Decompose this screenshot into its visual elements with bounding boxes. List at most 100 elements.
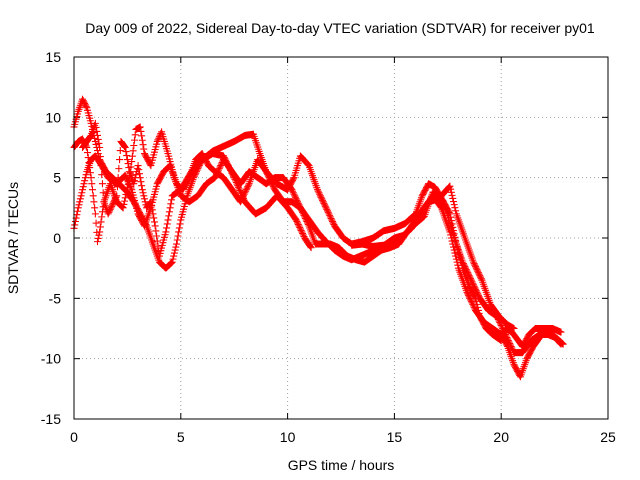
data-point bbox=[295, 222, 303, 230]
data-point bbox=[476, 272, 484, 280]
data-point bbox=[140, 195, 148, 203]
data-point bbox=[467, 275, 475, 283]
data-point bbox=[239, 195, 247, 203]
data-point bbox=[176, 220, 184, 228]
data-point bbox=[559, 340, 567, 348]
data-point bbox=[462, 264, 470, 272]
data-point bbox=[110, 198, 118, 206]
data-point bbox=[91, 210, 99, 218]
data-point bbox=[86, 169, 94, 177]
data-point bbox=[328, 217, 336, 225]
data-point bbox=[289, 189, 297, 197]
data-point bbox=[289, 175, 297, 183]
data-point bbox=[79, 186, 87, 194]
data-point bbox=[174, 232, 182, 240]
data-point bbox=[121, 142, 129, 150]
data-points bbox=[70, 95, 567, 381]
data-point bbox=[304, 160, 312, 168]
data-point bbox=[116, 156, 124, 164]
data-point bbox=[165, 208, 173, 216]
series-track-C bbox=[70, 123, 567, 357]
data-point bbox=[140, 145, 148, 153]
data-point bbox=[78, 189, 86, 197]
data-point bbox=[460, 261, 468, 269]
data-point bbox=[557, 328, 565, 336]
data-point bbox=[290, 190, 298, 198]
data-point bbox=[468, 299, 476, 307]
data-point bbox=[471, 284, 479, 292]
data-point bbox=[128, 158, 136, 166]
data-point bbox=[447, 185, 455, 193]
data-point bbox=[79, 183, 87, 191]
data-point bbox=[448, 191, 456, 199]
data-point bbox=[469, 281, 477, 289]
data-point bbox=[237, 190, 245, 198]
data-point bbox=[477, 275, 485, 283]
data-point bbox=[446, 182, 454, 190]
data-point bbox=[463, 288, 471, 296]
data-point bbox=[122, 148, 130, 156]
data-point bbox=[76, 195, 84, 203]
x-tick-label: 0 bbox=[70, 429, 78, 445]
data-point bbox=[502, 332, 510, 340]
data-point bbox=[131, 136, 139, 144]
data-point bbox=[231, 175, 239, 183]
data-point bbox=[321, 201, 329, 209]
data-point bbox=[104, 210, 112, 218]
data-point bbox=[451, 204, 459, 212]
data-point bbox=[244, 183, 252, 191]
data-point bbox=[123, 184, 131, 192]
data-point bbox=[153, 237, 161, 245]
data-point bbox=[318, 196, 326, 204]
data-point bbox=[122, 190, 130, 198]
data-point bbox=[319, 198, 327, 206]
data-point bbox=[464, 290, 472, 298]
data-point bbox=[153, 232, 161, 240]
data-point bbox=[84, 149, 92, 157]
data-point bbox=[317, 193, 325, 201]
data-point bbox=[299, 229, 307, 237]
data-point bbox=[171, 246, 179, 254]
data-point bbox=[121, 197, 129, 205]
data-point bbox=[92, 123, 100, 131]
y-axis-label: SDTVAR / TECUs bbox=[5, 182, 21, 294]
data-point bbox=[123, 152, 131, 160]
data-point bbox=[235, 185, 243, 193]
data-point bbox=[166, 204, 174, 212]
data-point bbox=[212, 171, 220, 179]
data-point bbox=[233, 180, 241, 188]
data-point bbox=[215, 165, 223, 173]
data-point bbox=[467, 297, 475, 305]
data-point bbox=[170, 249, 178, 257]
data-point bbox=[86, 132, 94, 140]
data-point bbox=[228, 169, 236, 177]
data-point bbox=[449, 198, 457, 206]
data-point bbox=[128, 152, 136, 160]
data-point bbox=[136, 174, 144, 182]
data-point bbox=[94, 135, 102, 143]
data-point bbox=[239, 193, 247, 201]
y-tick-label: 10 bbox=[45, 109, 61, 125]
data-point bbox=[217, 162, 225, 170]
data-point bbox=[510, 325, 518, 332]
data-point bbox=[173, 240, 181, 248]
data-point bbox=[90, 198, 98, 206]
data-point bbox=[297, 226, 305, 234]
data-point bbox=[98, 213, 106, 221]
data-point bbox=[212, 172, 220, 180]
data-point bbox=[130, 141, 138, 149]
data-point bbox=[499, 326, 507, 334]
data-point bbox=[298, 228, 306, 236]
x-tick-labels: 0 5 10 15 20 25 bbox=[70, 429, 616, 445]
data-point bbox=[109, 199, 117, 207]
data-point bbox=[116, 147, 124, 155]
data-point bbox=[242, 186, 250, 194]
data-point bbox=[71, 221, 79, 229]
data-point bbox=[163, 224, 171, 232]
data-point bbox=[269, 183, 277, 191]
data-point bbox=[449, 194, 457, 202]
data-point bbox=[299, 231, 307, 239]
data-point bbox=[503, 334, 511, 342]
data-point bbox=[121, 194, 129, 202]
data-point bbox=[314, 187, 322, 195]
